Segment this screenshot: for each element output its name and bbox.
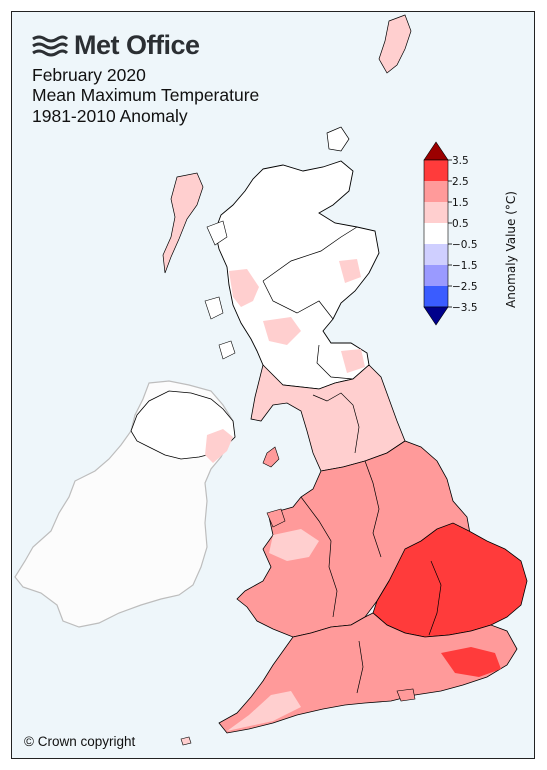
wales-lighter-patch <box>269 529 319 561</box>
tick-label: 1.5 <box>452 197 469 209</box>
met-office-wave-icon <box>32 35 68 56</box>
colorbar-bin <box>424 286 448 307</box>
region-border <box>262 226 358 282</box>
region-border <box>312 392 360 454</box>
anglesey <box>266 508 286 528</box>
inner-hebrides <box>218 340 236 360</box>
title-variable: Mean Maximum Temperature <box>32 85 260 105</box>
tick-label: −2.5 <box>452 281 478 293</box>
isle-of-wight <box>396 688 416 702</box>
scilly-isles <box>180 736 192 746</box>
colorbar-bin <box>424 160 448 181</box>
tick-label: 0.5 <box>452 218 469 230</box>
colorbar-arrow-min <box>423 306 449 326</box>
colorbar-bin <box>424 223 448 244</box>
tick-label: −0.5 <box>452 239 478 251</box>
map-frame: Met Office February 2020 Mean Maximum Te… <box>11 11 535 759</box>
region-border <box>428 560 442 636</box>
colorbar-bin <box>424 265 448 286</box>
colorbar-swatches <box>423 141 452 326</box>
title-baseline: 1981-2010 Anomaly <box>32 106 188 126</box>
colorbar-bin <box>424 202 448 223</box>
colorbar-arrow-max <box>423 141 449 161</box>
tick-label: −1.5 <box>452 260 478 272</box>
colorbar-bin <box>424 181 448 202</box>
orkney <box>326 126 350 152</box>
region-border <box>262 280 334 320</box>
colorbar-bin <box>424 244 448 265</box>
tick-label: 3.5 <box>452 155 469 167</box>
isle-of-man <box>262 446 280 468</box>
title-month: February 2020 <box>32 65 146 85</box>
brand-name: Met Office <box>74 30 200 60</box>
region-border <box>316 344 354 380</box>
shetland <box>378 14 412 74</box>
inner-hebrides <box>204 296 224 320</box>
southeast-hot-patch <box>441 647 501 677</box>
inner-hebrides <box>206 220 228 246</box>
tick-label: 2.5 <box>452 176 469 188</box>
scotland-warm-patch <box>229 269 259 307</box>
region-border <box>300 496 338 618</box>
tick-label: −3.5 <box>452 302 478 314</box>
scotland-mainland <box>214 160 380 390</box>
colorbar-legend: 3.5 2.5 1.5 0.5 −0.5 −1.5 −2.5 −3.5 Anom… <box>422 140 532 330</box>
southwest-lighter-patch <box>227 691 301 731</box>
region-border <box>356 640 364 694</box>
region-border <box>364 460 382 558</box>
copyright-notice: © Crown copyright <box>24 734 136 749</box>
scotland-warm-patch <box>341 349 365 373</box>
met-office-logo: Met Office <box>32 30 200 61</box>
uk-map <box>14 14 528 746</box>
western-isles <box>162 172 204 274</box>
scotland-warm-patch <box>339 259 361 283</box>
scotland-warm-patch <box>263 317 301 345</box>
colorbar-title: Anomaly Value (°C) <box>504 191 518 308</box>
northern-ireland-warm-patch <box>205 429 233 463</box>
